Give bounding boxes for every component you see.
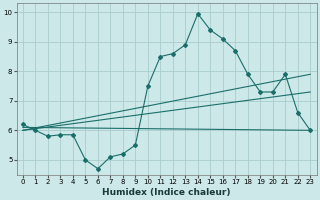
X-axis label: Humidex (Indice chaleur): Humidex (Indice chaleur) — [102, 188, 231, 197]
